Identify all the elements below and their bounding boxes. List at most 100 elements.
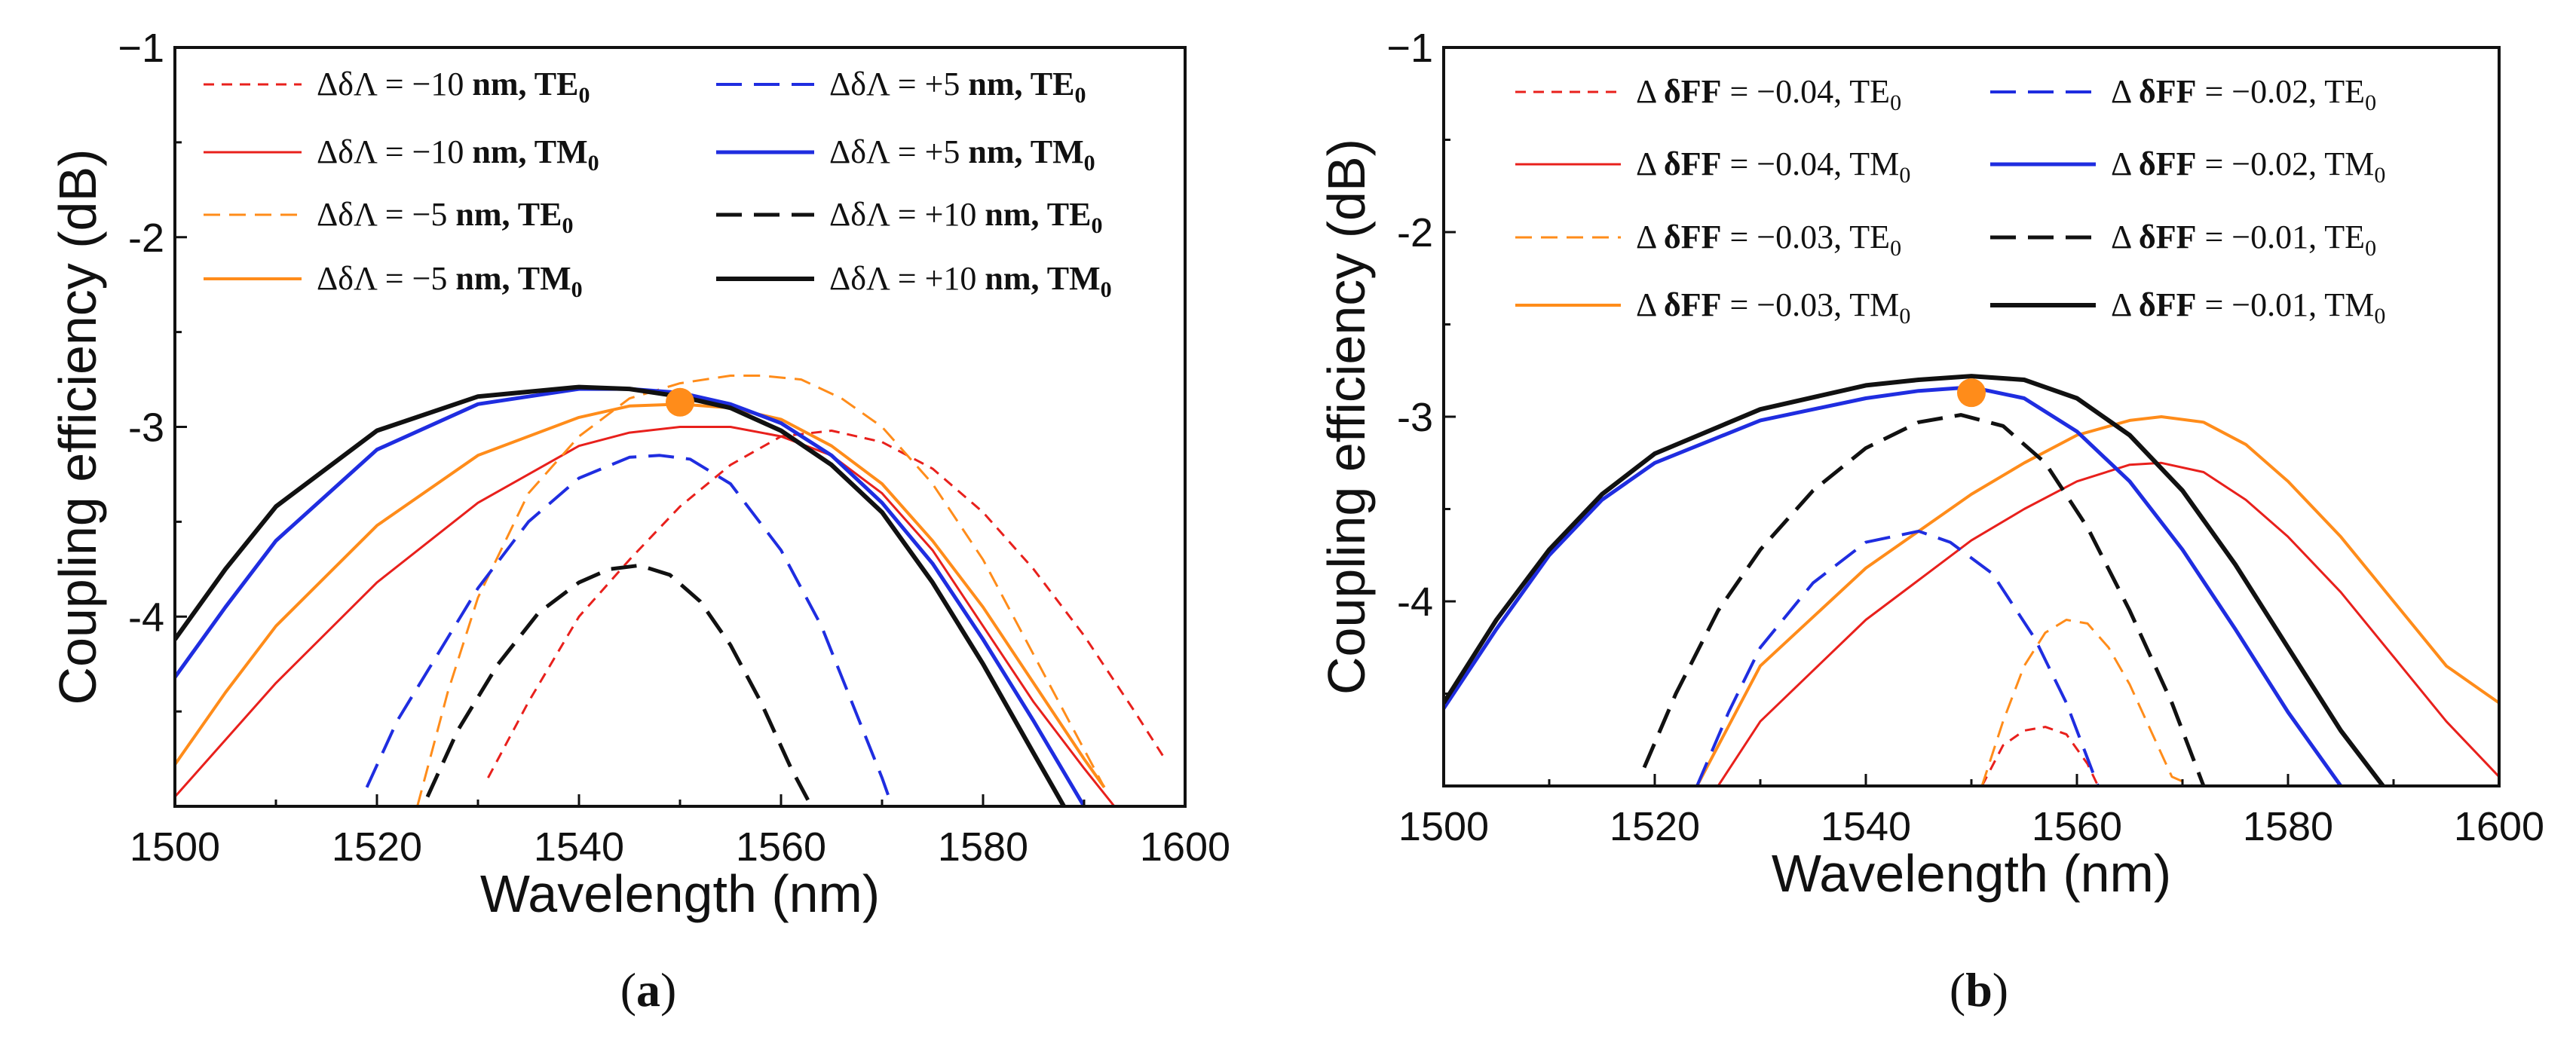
legend-prefix: Δ (2111, 286, 2139, 323)
legend-subscript: 0 (1899, 304, 1910, 329)
legend-subscript: 0 (1899, 163, 1910, 188)
legend-label-4: Δ δFF = −0.02, TE0 (2111, 73, 2376, 115)
legend-bold: δFF (1664, 219, 1722, 255)
legend-bold: nm, TM (985, 260, 1100, 297)
legend-prefix: Δ (1636, 219, 1664, 255)
series-line-6 (425, 563, 813, 806)
legend-prefix: ΔδΛ = −5 (317, 260, 455, 297)
legend-label-2: Δ δFF = −0.03, TE0 (1636, 219, 1901, 261)
legend-prefix: ΔδΛ = −10 (317, 133, 472, 170)
legend-prefix: ΔδΛ = +5 (829, 133, 968, 170)
legend-prefix: ΔδΛ = +10 (829, 196, 985, 233)
x-tick-label: 1520 (332, 824, 422, 870)
legend-mid: = −0.04, TM (1721, 145, 1899, 182)
y-tick-label: -2 (128, 216, 164, 261)
panel-label-close: ) (660, 963, 676, 1017)
series-line-5 (1444, 385, 2343, 786)
panel-label-letter: a (636, 963, 660, 1017)
legend-label-5: ΔδΛ = +5 nm, TM0 (829, 133, 1095, 176)
legend-prefix: Δ (1636, 286, 1664, 323)
legend-prefix: ΔδΛ = −5 (317, 196, 455, 233)
series-lines (1444, 374, 2499, 786)
legend-bold: δFF (1664, 145, 1722, 182)
series-line-0 (487, 430, 1166, 778)
series-line-6 (1642, 413, 2206, 786)
y-axis-title: Coupling efficiency (dB) (1317, 139, 1376, 695)
series-line-3 (175, 402, 1106, 788)
x-tick-label: 1500 (130, 824, 220, 870)
legend-subscript: 0 (562, 213, 573, 238)
legend-label-6: ΔδΛ = +10 nm, TE0 (829, 196, 1102, 238)
legend-prefix: ΔδΛ = +10 (829, 260, 985, 297)
legend-subscript: 0 (1091, 213, 1102, 238)
x-tick-label: 1600 (2454, 804, 2544, 849)
legend-bold: nm, TM (455, 260, 571, 297)
chart-panel-b: 1500 1520 1540 1560 1580 1600 −1 -2 -3 -4 Waveleng… (1317, 26, 2544, 1017)
series-line-3 (1695, 415, 2499, 786)
legend-subscript: 0 (571, 277, 583, 302)
legend-mid: = −0.04, TE (1721, 73, 1890, 110)
legend-prefix: ΔδΛ = +5 (829, 66, 968, 102)
series-line-4 (365, 454, 894, 806)
x-tick-label: 1540 (1821, 804, 1911, 849)
panel-label-open: ( (620, 963, 636, 1017)
x-axis-title: Wavelength (nm) (480, 864, 880, 923)
legend-bold: nm, TE (472, 66, 578, 102)
x-tick-label: 1580 (938, 824, 1028, 870)
chart-panel-a: 1500 1520 1540 1560 1580 1600 −1 -2 -3 -4 Waveleng… (48, 26, 1230, 1017)
legend-prefix: Δ (2111, 145, 2139, 182)
legend-subscript: 0 (2365, 236, 2376, 261)
panel-label-close: ) (1992, 963, 2008, 1017)
x-tick-label: 1600 (1140, 824, 1230, 870)
legend-prefix: ΔδΛ = −10 (317, 66, 472, 102)
legend-prefix: Δ (1636, 145, 1664, 182)
legend-mid: = −0.01, TE (2196, 219, 2365, 255)
legend-bold: nm, TE (985, 196, 1091, 233)
legend-subscript: 0 (2365, 90, 2376, 115)
panel-label: (b) (1950, 963, 2008, 1017)
x-tick-label: 1520 (1610, 804, 1700, 849)
legend-label-0: Δ δFF = −0.04, TE0 (1636, 73, 1901, 115)
legend-bold: δFF (2139, 145, 2197, 182)
legend-label-3: Δ δFF = −0.03, TM0 (1636, 286, 1910, 329)
legend-subscript: 0 (2374, 163, 2385, 188)
operating-point-marker (666, 387, 694, 417)
series-lines (175, 375, 1166, 806)
legend-bold: δFF (2139, 73, 2197, 110)
legend-subscript: 0 (1890, 90, 1901, 115)
legend-mid: = −0.02, TM (2196, 145, 2374, 182)
series-line-4 (1695, 529, 2100, 786)
y-tick-label: −1 (1386, 26, 1433, 71)
legend-mid: = −0.02, TE (2196, 73, 2365, 110)
legend-label-3: ΔδΛ = −5 nm, TM0 (317, 260, 583, 302)
panel-label-open: ( (1950, 963, 1965, 1017)
series-line-7 (175, 384, 1066, 806)
legend-subscript: 0 (1074, 83, 1086, 108)
legend-label-2: ΔδΛ = −5 nm, TE0 (317, 196, 573, 238)
legend-mid: = −0.03, TM (1721, 286, 1899, 323)
legend-mid: = −0.03, TE (1721, 219, 1890, 255)
series-line-1 (175, 426, 1116, 806)
y-tick-label: -4 (1397, 579, 1433, 625)
legend-label-6: Δ δFF = −0.01, TE0 (2111, 219, 2376, 261)
x-tick-label: 1500 (1398, 804, 1489, 849)
series-line-7 (1444, 374, 2385, 786)
legend-bold: nm, TM (968, 133, 1083, 170)
y-tick-label: -3 (1397, 395, 1433, 440)
legend-mid: = −0.01, TM (2196, 286, 2374, 323)
panel-label-letter: b (1965, 963, 1992, 1017)
legend-prefix: Δ (2111, 219, 2139, 255)
legend-bold: δFF (1664, 73, 1722, 110)
x-tick-label: 1560 (2032, 804, 2122, 849)
series-line-1 (1717, 461, 2499, 786)
x-tick-label: 1540 (534, 824, 624, 870)
legend-bold: δFF (2139, 219, 2197, 255)
legend-subscript: 0 (588, 151, 599, 176)
series-line-2 (1980, 619, 2194, 786)
legend-prefix: Δ (2111, 73, 2139, 110)
legend-subscript: 0 (1101, 277, 1112, 302)
legend-label-1: Δ δFF = −0.04, TM0 (1636, 145, 1910, 188)
legend-subscript: 0 (578, 83, 590, 108)
legend-subscript: 0 (2374, 304, 2385, 329)
